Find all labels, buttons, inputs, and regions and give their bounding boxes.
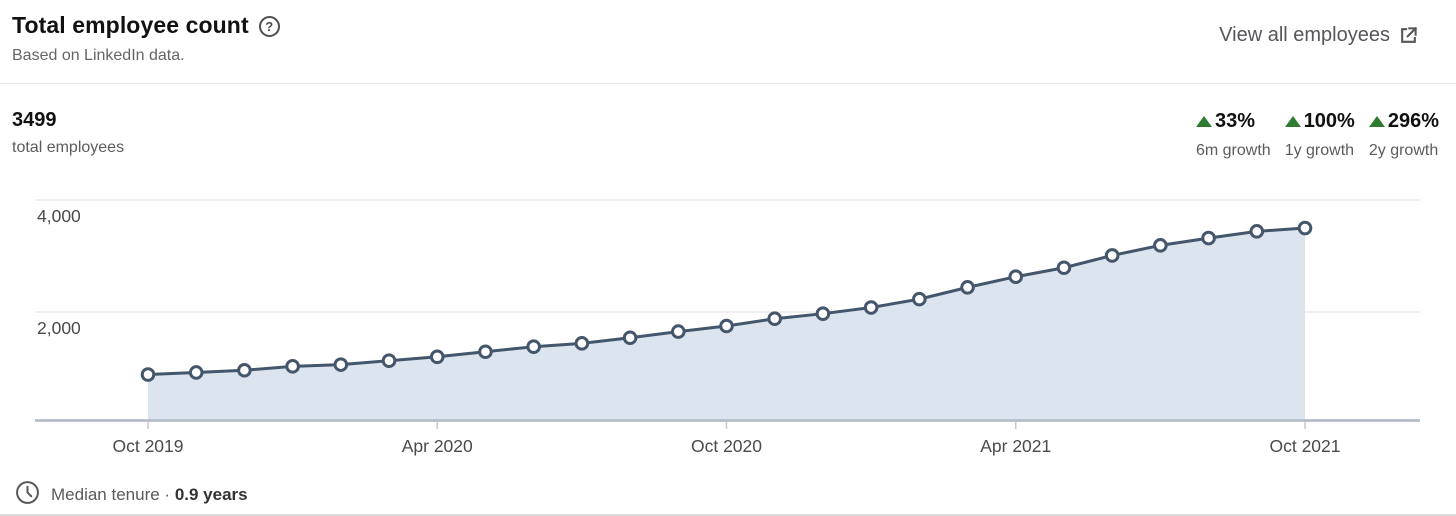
data-point-marker[interactable] <box>1201 230 1216 246</box>
growth-value: 33% <box>1195 110 1256 133</box>
page-title: Total employee count <box>12 12 249 38</box>
growth-label: 6m growth <box>1195 142 1271 159</box>
widget-subtitle: Based on LinkedIn data. <box>12 47 185 64</box>
data-point-marker[interactable] <box>140 367 156 382</box>
data-point-marker[interactable] <box>478 344 493 360</box>
data-point-marker[interactable] <box>863 300 879 315</box>
view-all-employees-link[interactable]: View all employees <box>1219 24 1418 47</box>
y-axis-label: 4,000 <box>37 206 81 226</box>
data-point-marker[interactable] <box>960 280 975 295</box>
growth-label: 2y growth <box>1368 142 1439 159</box>
y-axis-label: 2,000 <box>37 318 81 338</box>
clock-icon <box>15 480 40 510</box>
bottom-divider <box>0 514 1456 516</box>
widget-header: Total employee count ? <box>12 12 280 39</box>
growth-percent: 33% <box>1214 110 1256 132</box>
data-point-marker[interactable] <box>188 365 204 380</box>
data-point-marker[interactable] <box>574 336 590 351</box>
up-arrow-icon <box>1368 116 1385 127</box>
data-point-marker[interactable] <box>1249 224 1265 239</box>
data-point-marker[interactable] <box>285 359 300 374</box>
growth-label: 1y growth <box>1284 142 1355 159</box>
x-axis-label: Apr 2021 <box>980 436 1051 456</box>
data-point-marker[interactable] <box>1153 238 1168 253</box>
data-point-marker[interactable] <box>1008 269 1024 285</box>
growth-stat-2y: 296% 2y growth <box>1368 110 1439 160</box>
growth-percent: 296% <box>1387 110 1439 132</box>
data-point-marker[interactable] <box>429 349 445 365</box>
data-point-marker[interactable] <box>381 353 397 369</box>
median-tenure-label: Median tenure · <box>51 485 171 504</box>
x-axis-label: Apr 2020 <box>402 436 473 456</box>
header-divider <box>0 83 1456 84</box>
median-tenure-footer: Median tenure · 0.9 years <box>15 480 248 510</box>
growth-value: 100% <box>1284 110 1355 133</box>
data-point-marker[interactable] <box>912 291 927 307</box>
growth-stat-1y: 100% 1y growth <box>1284 110 1355 160</box>
growth-value: 296% <box>1368 110 1439 133</box>
view-all-label: View all employees <box>1219 24 1390 46</box>
data-point-marker[interactable] <box>526 339 541 355</box>
median-tenure-text: Median tenure · 0.9 years <box>51 485 248 505</box>
up-arrow-icon <box>1284 116 1301 127</box>
data-point-marker[interactable] <box>719 318 734 334</box>
total-employees-label: total employees <box>12 139 125 156</box>
growth-percent: 100% <box>1303 110 1355 132</box>
x-axis-label: Oct 2019 <box>112 436 183 456</box>
data-point-marker[interactable] <box>815 306 831 321</box>
data-point-marker[interactable] <box>237 362 252 378</box>
area-fill <box>148 228 1305 420</box>
total-employees-value: 3499 <box>12 109 57 131</box>
external-link-icon <box>1399 26 1418 45</box>
data-point-marker[interactable] <box>767 311 783 327</box>
total-employees-stat: 3499 total employees <box>12 109 124 157</box>
data-point-marker[interactable] <box>1297 220 1313 236</box>
help-circle-icon[interactable]: ? <box>258 16 280 37</box>
data-point-marker[interactable] <box>1104 248 1120 263</box>
median-tenure-value: 0.9 years <box>174 485 248 504</box>
growth-stat-6m: 33% 6m growth <box>1195 110 1271 160</box>
x-axis-label: Oct 2021 <box>1269 436 1340 456</box>
up-arrow-icon <box>1195 116 1212 127</box>
data-point-marker[interactable] <box>622 330 638 346</box>
growth-stats: 33% 6m growth 100% 1y growth 296% 2y gro… <box>1195 110 1439 160</box>
x-axis-label: Oct 2020 <box>691 436 762 456</box>
data-point-marker[interactable] <box>670 324 686 339</box>
data-point-marker[interactable] <box>1056 260 1072 276</box>
data-point-marker[interactable] <box>333 357 349 372</box>
